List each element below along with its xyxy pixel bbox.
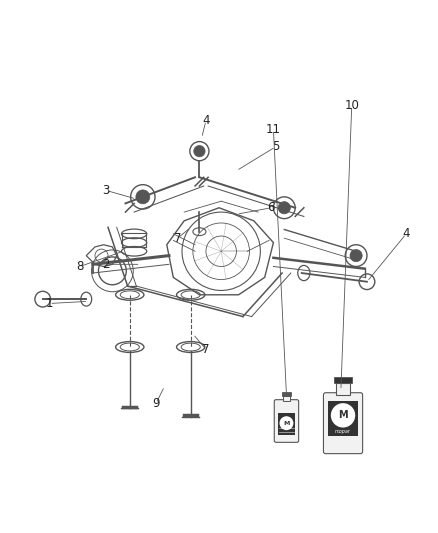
- Text: 6: 6: [268, 201, 275, 214]
- Bar: [334, 377, 352, 383]
- Circle shape: [350, 249, 362, 262]
- Bar: [336, 383, 350, 395]
- Text: 4: 4: [403, 228, 410, 240]
- Text: 3: 3: [102, 184, 110, 197]
- Circle shape: [194, 146, 205, 157]
- Bar: [282, 392, 291, 396]
- Text: 9: 9: [152, 397, 159, 410]
- Circle shape: [136, 190, 150, 204]
- Text: 11: 11: [266, 123, 281, 136]
- Circle shape: [278, 201, 290, 214]
- Text: 7: 7: [174, 232, 181, 245]
- Text: 5: 5: [272, 140, 279, 154]
- FancyBboxPatch shape: [274, 400, 299, 442]
- Circle shape: [279, 416, 293, 430]
- Text: 2: 2: [102, 258, 110, 271]
- FancyBboxPatch shape: [323, 393, 363, 454]
- Text: 8: 8: [76, 260, 83, 273]
- Circle shape: [331, 403, 355, 427]
- Text: 10: 10: [344, 99, 359, 112]
- Bar: [328, 400, 358, 435]
- Text: M: M: [338, 410, 348, 421]
- Text: 1: 1: [46, 297, 53, 310]
- Text: mopar: mopar: [335, 430, 351, 434]
- Bar: [278, 413, 295, 435]
- Text: M: M: [283, 421, 290, 426]
- Bar: [283, 396, 290, 401]
- Text: 4: 4: [202, 114, 210, 127]
- Text: 7: 7: [202, 343, 210, 356]
